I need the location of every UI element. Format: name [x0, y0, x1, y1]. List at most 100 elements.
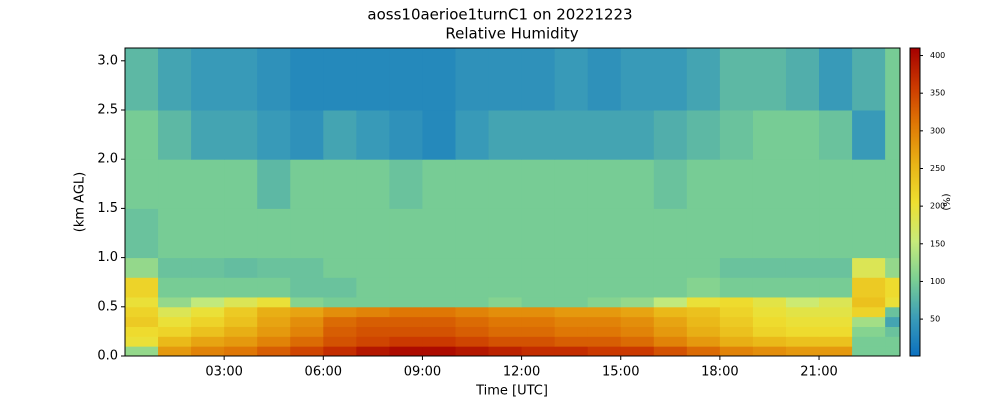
heat-cell: [158, 257, 192, 278]
colorbar-step: [910, 154, 920, 157]
heat-cell: [191, 326, 225, 337]
colorbar-step: [910, 116, 920, 119]
colorbar-step: [910, 320, 920, 323]
colorbar-step: [910, 346, 920, 349]
colorbar-step: [910, 244, 920, 247]
heat-cell: [752, 336, 787, 347]
colorbar-step: [910, 200, 920, 203]
colorbar-tick-label: 100: [930, 277, 945, 286]
heat-cell: [852, 159, 886, 209]
colorbar-tick-label: 300: [930, 126, 945, 135]
colorbar-step: [910, 242, 920, 245]
colorbar-step: [910, 198, 920, 201]
heat-cell: [290, 326, 324, 337]
heat-cell: [752, 306, 787, 318]
colorbar-step: [910, 48, 920, 51]
x-tick-label: 18:00: [701, 365, 738, 380]
heat-cell: [719, 306, 754, 318]
heat-cell: [488, 316, 523, 327]
heat-cell: [587, 306, 622, 318]
heat-cell: [389, 326, 423, 337]
colorbar-step: [910, 266, 920, 269]
colorbar-step: [910, 282, 920, 285]
heat-cell: [257, 326, 291, 337]
colorbar-step: [910, 194, 920, 197]
colorbar-step: [910, 204, 920, 207]
heat-cell: [455, 159, 490, 209]
heat-cell: [191, 208, 225, 259]
heat-cell: [455, 257, 490, 278]
heat-cell: [125, 306, 159, 318]
colorbar-step: [910, 128, 920, 131]
heat-cell: [752, 159, 787, 209]
heat-cell: [653, 336, 688, 347]
heat-cell: [719, 257, 754, 278]
colorbar-step: [910, 104, 920, 107]
colorbar-step: [910, 336, 920, 339]
colorbar-step: [910, 186, 920, 189]
heat-cell: [719, 109, 754, 160]
heat-cell: [422, 296, 456, 308]
heat-cell: [455, 326, 490, 337]
colorbar-step: [910, 210, 920, 213]
heat-cell: [785, 316, 820, 327]
heat-cell: [554, 277, 589, 298]
heat-cell: [422, 306, 456, 318]
colorbar-step: [910, 140, 920, 143]
heat-cell: [323, 109, 357, 160]
y-tick-label: 0.0: [97, 349, 118, 364]
colorbar-step: [910, 338, 920, 341]
heat-cell: [191, 306, 225, 318]
colorbar-step: [910, 162, 920, 165]
heat-cell: [488, 208, 523, 259]
colorbar-step: [910, 300, 920, 303]
colorbar-step: [910, 288, 920, 291]
colorbar-step: [910, 262, 920, 265]
heat-cell: [323, 48, 357, 111]
heat-cell: [125, 208, 159, 259]
colorbar-step: [910, 64, 920, 67]
heat-cell: [290, 109, 324, 160]
heat-cell: [125, 296, 159, 308]
colorbar-step: [910, 176, 920, 179]
heat-cell: [653, 306, 688, 318]
heat-cell: [488, 48, 523, 111]
heat-cell: [389, 277, 423, 298]
colorbar-step: [910, 232, 920, 235]
heat-cell: [521, 277, 556, 298]
heat-cell: [257, 159, 291, 209]
heat-cell: [323, 316, 357, 327]
heat-cell: [158, 316, 192, 327]
colorbar-step: [910, 256, 920, 259]
colorbar-step: [910, 56, 920, 59]
heat-cell: [885, 296, 901, 308]
heat-cell: [389, 109, 423, 160]
colorbar-step: [910, 96, 920, 99]
heat-cell: [885, 336, 901, 347]
heat-cell: [852, 257, 886, 278]
heat-cell: [224, 208, 258, 259]
colorbar-step: [910, 308, 920, 311]
heat-cell: [686, 109, 721, 160]
heat-cell: [885, 346, 901, 357]
heat-cell: [323, 159, 357, 209]
colorbar-step: [910, 88, 920, 91]
heat-cell: [356, 336, 390, 347]
heat-cell: [488, 306, 523, 318]
heat-cell: [290, 306, 324, 318]
colorbar-step: [910, 218, 920, 221]
heat-cell: [719, 159, 754, 209]
heat-cell: [521, 336, 556, 347]
colorbar-step: [910, 202, 920, 205]
heat-cell: [521, 257, 556, 278]
heat-cell: [158, 336, 192, 347]
colorbar-step: [910, 270, 920, 273]
heat-cell: [257, 316, 291, 327]
colorbar-step: [910, 112, 920, 115]
heat-cell: [389, 159, 423, 209]
heat-cell: [191, 346, 225, 357]
heat-cell: [521, 296, 556, 308]
colorbar-step: [910, 102, 920, 105]
heat-cell: [620, 208, 655, 259]
